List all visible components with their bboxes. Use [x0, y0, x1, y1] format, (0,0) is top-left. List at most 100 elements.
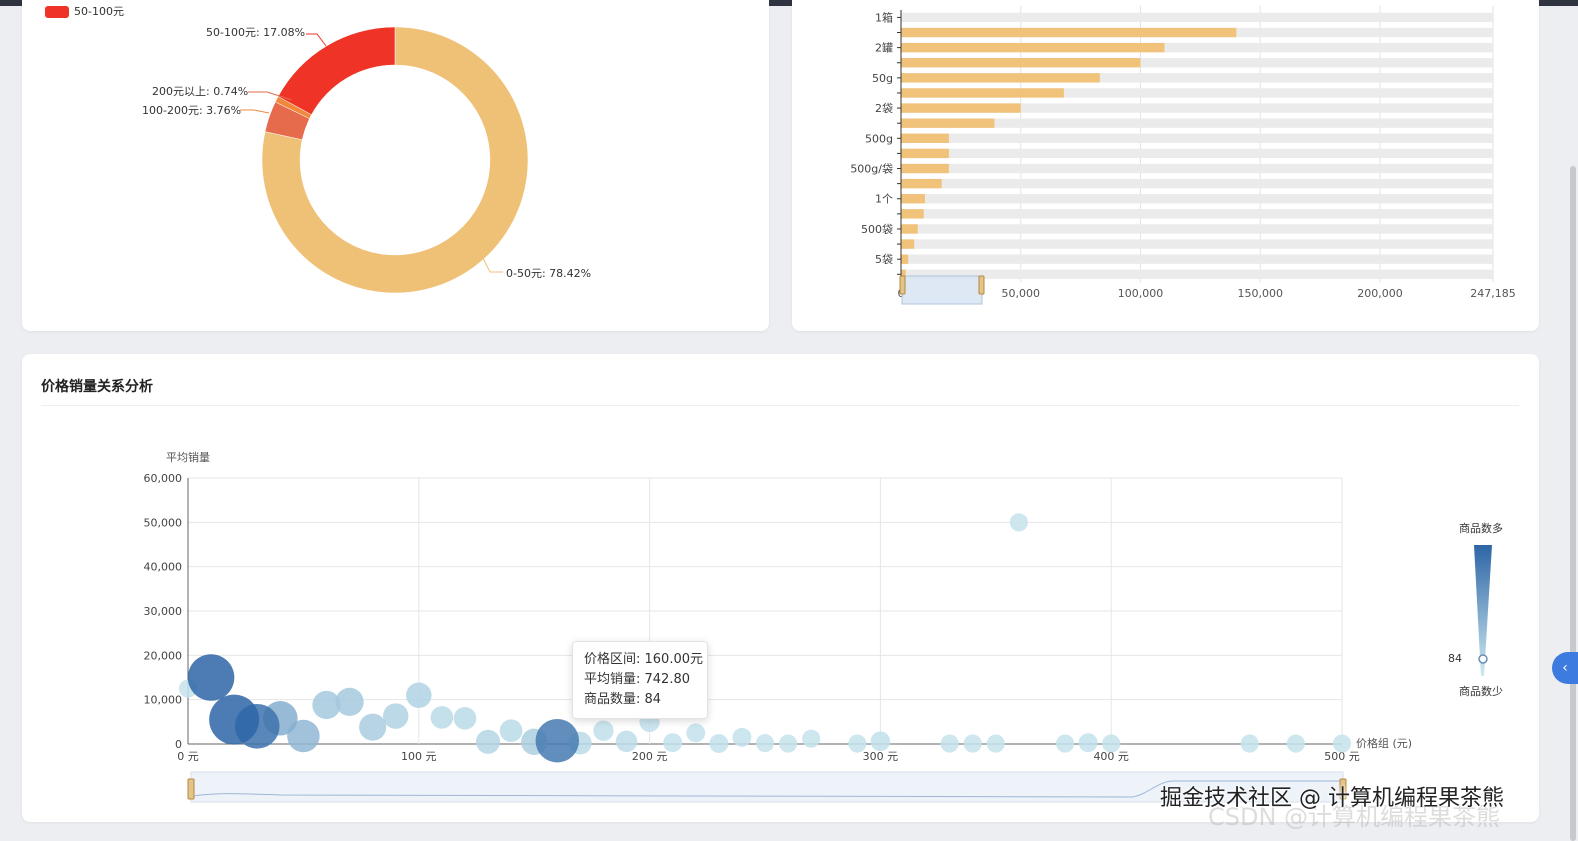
bar-x-tick: 200,000 [1357, 287, 1403, 300]
page-scrollbar[interactable] [1568, 6, 1578, 841]
bubble[interactable] [187, 654, 235, 701]
bubble[interactable] [312, 690, 341, 720]
bubble[interactable] [802, 729, 821, 748]
tooltip-line-range: 价格区间: 160.00元 [584, 652, 703, 667]
bubble[interactable] [732, 727, 752, 747]
donut-slice[interactable] [261, 26, 529, 294]
bubble[interactable] [986, 734, 1005, 753]
slice-label-50-100: 50-100元: 17.08% [206, 26, 305, 39]
bar-background [901, 194, 1493, 204]
bar-background [901, 73, 1493, 83]
bubble[interactable] [209, 694, 260, 745]
bubble[interactable] [686, 723, 706, 743]
scrollbar-thumb[interactable] [1570, 166, 1576, 841]
bubble[interactable] [870, 731, 891, 752]
legend-swatch-50-100[interactable] [45, 6, 69, 18]
watermark: 掘金技术社区 @ 计算机编程果茶熊 [1160, 786, 1504, 811]
bar[interactable] [901, 209, 924, 219]
bar-y-label: 2罐 [875, 42, 893, 55]
bubble[interactable] [475, 729, 501, 754]
bubble[interactable] [848, 734, 867, 753]
scatter-datazoom-handle-right[interactable] [1339, 778, 1347, 800]
card-title: 价格销量关系分析 [41, 379, 153, 395]
bubble[interactable] [1009, 513, 1028, 532]
bar[interactable] [901, 118, 995, 128]
bubble[interactable] [382, 703, 409, 729]
visualmap-low-label: 商品数少 [1459, 684, 1503, 698]
bubble[interactable] [1332, 734, 1352, 753]
bar[interactable] [901, 194, 925, 204]
bubble[interactable] [1102, 734, 1121, 753]
scatter-x-tick: 400 元 [1093, 750, 1129, 763]
bar-x-tick: 100,000 [1118, 287, 1164, 300]
bubble[interactable] [359, 713, 387, 741]
bar-datazoom-window[interactable] [901, 275, 983, 305]
bar-y-labels: 1箱 2罐 50g 2袋 500g 500g/袋 1个 500袋 5袋 [850, 10, 901, 275]
bar-y-label: 1箱 [875, 10, 893, 24]
bar-background [901, 209, 1493, 219]
bubble[interactable] [1286, 734, 1305, 753]
bar[interactable] [901, 27, 1237, 38]
bubble[interactable] [1078, 733, 1098, 753]
bar-datazoom-handle-left[interactable] [899, 275, 906, 295]
bar[interactable] [901, 163, 949, 174]
donut-slice[interactable] [277, 26, 396, 115]
bubble[interactable] [963, 734, 982, 753]
bubble[interactable] [663, 733, 683, 753]
bubble[interactable] [755, 734, 775, 753]
bubble[interactable] [940, 734, 959, 753]
bubble[interactable] [778, 734, 798, 753]
bubble[interactable] [615, 730, 638, 753]
bubble[interactable] [499, 719, 523, 743]
legend-label-50-100[interactable]: 50-100元 [74, 5, 124, 18]
bar[interactable] [901, 148, 949, 159]
bar[interactable] [901, 58, 1141, 68]
bubble[interactable] [335, 687, 364, 717]
bar[interactable] [901, 239, 915, 249]
title-divider [41, 405, 1519, 406]
bubble[interactable] [535, 718, 580, 763]
bar-y-label: 2袋 [875, 101, 893, 115]
bar-datazoom-handle-right[interactable] [978, 275, 985, 295]
label-line-0-50 [480, 253, 503, 273]
bubble[interactable] [430, 706, 454, 729]
bar-x-tick: 50,000 [1001, 287, 1040, 300]
bubble[interactable] [593, 720, 614, 741]
bar-background [901, 88, 1493, 98]
scatter-x-tick: 300 元 [863, 750, 899, 763]
bar[interactable] [901, 133, 949, 143]
bar[interactable] [901, 88, 1064, 98]
scatter-y-tick: 50,000 [144, 516, 183, 529]
side-expand-icon[interactable]: ‹ [1552, 652, 1578, 684]
visualmap-high-label: 商品数多 [1459, 521, 1503, 535]
price-sales-bubble-chart: 平均销量 价格组 (元) 0 10,000 20,000 30,000 40,000 50… [144, 450, 1503, 803]
bar[interactable] [901, 269, 906, 279]
bubble[interactable] [287, 719, 320, 753]
scatter-datazoom-handle-left[interactable] [187, 778, 195, 800]
bar-x-tick: 247,185 [1470, 287, 1516, 300]
scatter-grid [187, 477, 1343, 745]
bubble[interactable] [453, 706, 477, 730]
scatter-x-tick: 0 元 [177, 750, 199, 763]
bar[interactable] [901, 73, 1100, 83]
bubble[interactable] [1055, 734, 1075, 753]
scatter-y-labels: 0 10,000 20,000 30,000 40,000 50,000 60,000 [144, 472, 183, 751]
bubble[interactable] [406, 682, 432, 708]
scatter-datazoom-track[interactable] [190, 771, 1344, 803]
tooltip-line-count: 商品数量: 84 [584, 692, 662, 707]
bar[interactable] [901, 178, 942, 189]
bar[interactable] [901, 42, 1165, 53]
scatter-tooltip: 价格区间: 160.00元 平均销量: 742.80 商品数量: 84 [572, 641, 708, 719]
slice-label-200plus: 200元以上: 0.74% [152, 85, 248, 98]
bar[interactable] [901, 103, 1021, 113]
visualmap-gradient-bar[interactable] [1474, 545, 1492, 676]
bubble[interactable] [1240, 734, 1259, 753]
bar-background [901, 269, 1493, 279]
visualmap-indicator[interactable] [1478, 654, 1488, 664]
bubble[interactable] [709, 734, 729, 754]
watermark-sub: CSDN @计算机编程果茶熊 [1208, 803, 1501, 831]
bar[interactable] [901, 254, 909, 264]
bar[interactable] [901, 224, 918, 234]
